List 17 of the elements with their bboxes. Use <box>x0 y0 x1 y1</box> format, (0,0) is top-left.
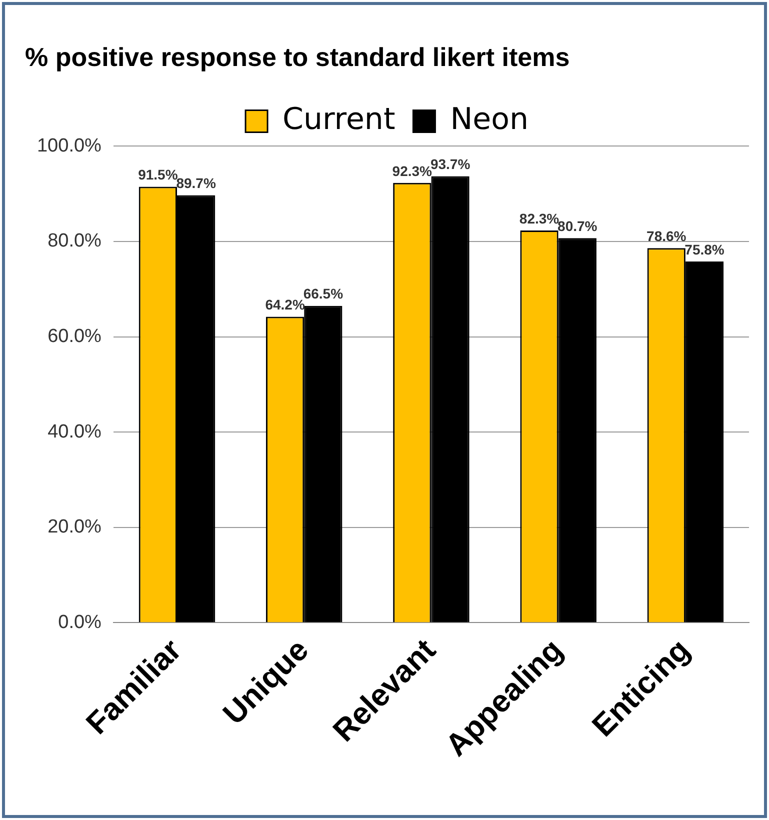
chart-title: % positive response to standard likert items <box>25 42 570 72</box>
y-tick-label: 80.0% <box>48 230 102 252</box>
data-label: 80.7% <box>558 218 598 234</box>
legend-label: Neon <box>450 102 528 137</box>
legend-label: Current <box>282 102 396 137</box>
data-label: 75.8% <box>684 241 725 258</box>
data-label: 66.5% <box>303 286 344 302</box>
data-label: 93.7% <box>430 156 471 172</box>
y-tick-label: 100.0% <box>36 135 102 156</box>
y-tick-label: 20.0% <box>48 516 102 538</box>
y-tick-label: 0.0% <box>58 612 102 633</box>
data-label: 78.6% <box>646 228 687 244</box>
data-label: 64.2% <box>265 296 306 313</box>
y-tick-label: 60.0% <box>48 326 102 348</box>
data-label: 91.5% <box>138 166 178 183</box>
data-label: 89.7% <box>176 175 216 192</box>
y-tick-label: 40.0% <box>48 421 102 442</box>
